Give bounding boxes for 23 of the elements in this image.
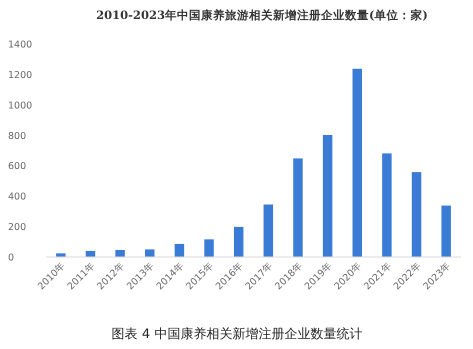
y-tick-label: 1000: [8, 100, 32, 112]
y-tick-label: 400: [8, 192, 26, 203]
y-tick-label: 200: [8, 222, 26, 234]
bar: [234, 226, 244, 257]
bar: [293, 158, 303, 257]
bar: [204, 239, 214, 257]
y-tick-label: 800: [8, 130, 26, 142]
bar: [322, 134, 332, 257]
bar: [382, 153, 392, 257]
chart-title: 2010-2023年中国康养旅游相关新增注册企业数量(单位：家): [96, 8, 428, 22]
bar: [352, 68, 362, 257]
y-tick-label: 600: [8, 161, 26, 172]
bar: [264, 204, 274, 257]
bar: [145, 249, 154, 257]
bar: [86, 250, 96, 257]
bar: [115, 250, 125, 257]
y-tick-label: 0: [8, 252, 14, 264]
bar: [412, 172, 422, 257]
y-tick-label: 1400: [8, 40, 32, 50]
text: 图表 4 中国康养相关新增注册企业数量统计: [112, 326, 362, 342]
bar: [174, 244, 184, 257]
bar: [441, 206, 451, 257]
y-tick-label: 1200: [8, 70, 32, 81]
